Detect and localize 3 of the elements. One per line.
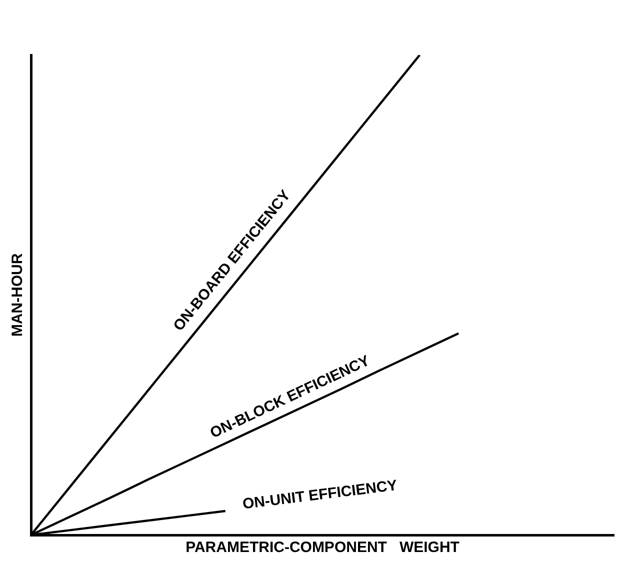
x-axis-title: PARAMETRIC-COMPONENT WEIGHT	[186, 539, 460, 556]
y-axis-title: MAN-HOUR	[9, 253, 26, 337]
text: ON-UNIT EFFICIENCY	[242, 476, 398, 513]
